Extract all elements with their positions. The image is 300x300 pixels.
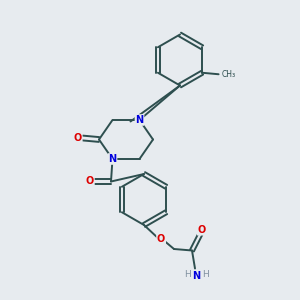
- Text: O: O: [74, 133, 82, 143]
- Text: O: O: [198, 225, 206, 235]
- Text: O: O: [157, 234, 165, 244]
- Text: N: N: [192, 271, 201, 281]
- Text: CH₃: CH₃: [222, 70, 236, 79]
- Text: N: N: [108, 154, 117, 164]
- Text: O: O: [85, 176, 94, 187]
- Text: H: H: [184, 270, 191, 279]
- Text: H: H: [202, 270, 209, 279]
- Text: N: N: [135, 115, 144, 125]
